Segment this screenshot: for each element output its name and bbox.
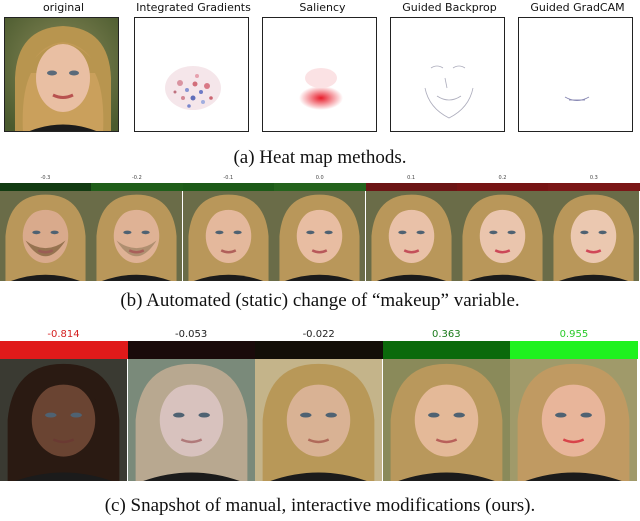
makeup-value-label: -0.2 — [132, 175, 142, 181]
modification-value-label: -0.814 — [47, 329, 80, 340]
makeup-face-image — [0, 191, 91, 281]
saliency-heatmap — [262, 17, 377, 132]
modified-face-image — [382, 359, 510, 481]
caption-c: (c) Snapshot of manual, interactive modi… — [104, 495, 536, 516]
integrated-gradients-heatmap — [134, 17, 249, 132]
original-face-image — [4, 17, 119, 132]
guided-backprop-heatmap — [390, 17, 505, 132]
title-guided-backprop: Guided Backprop — [402, 1, 497, 14]
makeup-value-label: 0.1 — [407, 175, 416, 181]
makeup-face-image — [457, 191, 548, 281]
modification-value-label: -0.053 — [174, 329, 208, 340]
makeup-value-bar — [365, 183, 457, 191]
title-original: original — [42, 1, 85, 14]
modification-value-label: 0.363 — [431, 329, 461, 340]
modified-face-image — [0, 359, 127, 481]
modified-face-image — [127, 359, 255, 481]
modification-value-label: 0.955 — [559, 329, 589, 340]
title-guided-gradcam: Guided GradCAM — [530, 1, 625, 14]
makeup-face-image — [548, 191, 640, 281]
makeup-value-label: 0.0 — [315, 175, 324, 181]
makeup-value-bar — [457, 183, 549, 191]
modification-value-label: -0.022 — [302, 329, 335, 340]
makeup-face-image — [182, 191, 274, 281]
modification-value-bar — [510, 341, 638, 359]
makeup-value-bar — [91, 183, 183, 191]
makeup-value-label: -0.3 — [40, 175, 51, 181]
modified-face-image — [255, 359, 383, 481]
makeup-value-label: 0.3 — [589, 175, 598, 181]
title-integrated-gradients: Integrated Gradients — [136, 1, 251, 14]
modification-value-bar — [255, 341, 383, 359]
title-saliency: Saliency — [299, 1, 346, 14]
caption-a: (a) Heat map methods. — [233, 147, 407, 168]
modification-value-bar — [0, 341, 128, 359]
makeup-value-label: 0.2 — [498, 175, 507, 181]
makeup-value-bar — [0, 183, 92, 191]
caption-b: (b) Automated (static) change of “makeup… — [120, 290, 520, 311]
modification-value-bar — [382, 341, 511, 359]
makeup-face-image — [91, 191, 183, 281]
guided-gradcam-heatmap — [518, 17, 633, 132]
makeup-value-bar — [274, 183, 366, 191]
makeup-face-image — [274, 191, 366, 281]
makeup-face-image — [365, 191, 457, 281]
modified-face-image — [510, 359, 638, 481]
makeup-value-bar — [548, 183, 640, 191]
modification-value-bar — [127, 341, 256, 359]
makeup-value-bar — [182, 183, 275, 191]
makeup-value-label: -0.1 — [223, 175, 234, 181]
